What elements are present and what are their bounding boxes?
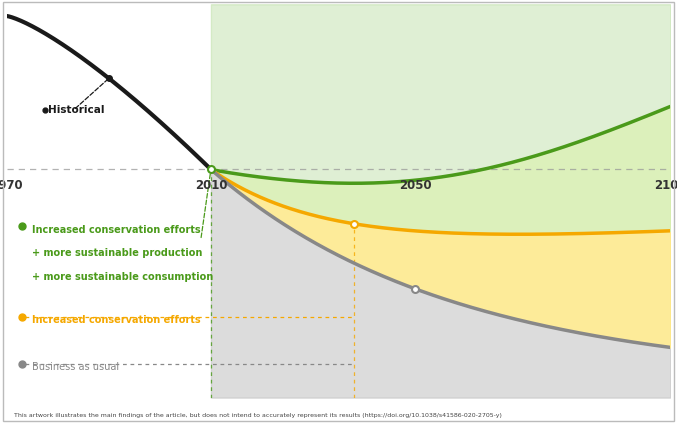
Text: Increased conservation efforts: Increased conservation efforts (32, 315, 201, 325)
Text: 2100: 2100 (654, 179, 677, 192)
Text: Historical: Historical (47, 105, 104, 115)
Text: 2010: 2010 (195, 179, 227, 192)
Text: 1970: 1970 (0, 179, 23, 192)
Text: This artwork illustrates the main findings of the article, but does not intend t: This artwork illustrates the main findin… (14, 413, 502, 418)
Text: Increased conservation efforts: Increased conservation efforts (32, 225, 201, 234)
Text: + more sustainable production: + more sustainable production (32, 248, 202, 258)
Text: 2050: 2050 (399, 179, 431, 192)
Text: + more sustainable consumption: + more sustainable consumption (32, 272, 213, 282)
Text: Business as usual: Business as usual (32, 362, 119, 372)
